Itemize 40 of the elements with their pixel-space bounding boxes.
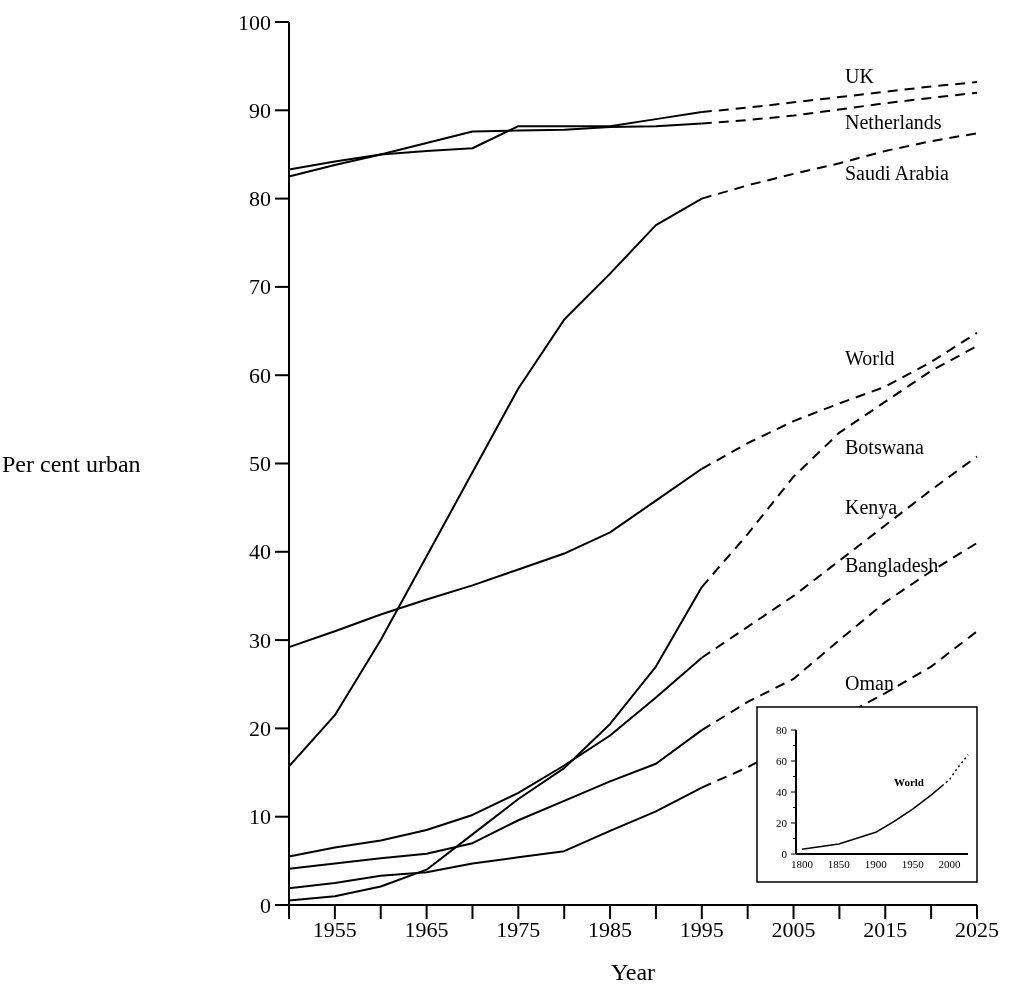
x-tick-label: 1985 [588,917,633,942]
y-tick-label: 80 [776,724,788,736]
y-tick-label: 90 [249,97,271,123]
x-tick-label: 1850 [827,858,851,870]
y-tick-label: 60 [249,362,271,388]
y-tick-label: 10 [249,804,271,830]
y-tick-label: 60 [776,755,788,767]
y-tick-label: 20 [249,715,271,741]
x-tick-label: 1950 [901,858,925,870]
y-tick-label: 0 [781,848,788,860]
series-label: Botswana [845,435,924,458]
x-tick-label: 1900 [864,858,888,870]
y-tick-label: 50 [249,451,271,476]
series-label: UK [845,65,875,88]
x-tick-label: 2015 [863,917,908,942]
y-tick-label: 40 [249,539,271,565]
y-axis-title: Per cent urban [2,450,141,477]
y-tick-label: 20 [776,817,788,829]
series-label: Bangladesh [845,554,939,578]
x-tick-label: 1955 [312,917,357,942]
series-label: Oman [845,671,894,694]
x-tick-label: 1995 [679,917,724,942]
series-label: World [894,776,924,789]
series-label: Kenya [845,496,898,520]
series-label: Netherlands [845,110,942,133]
y-tick-label: 100 [238,9,271,35]
series-label: Saudi Arabia [845,161,949,184]
y-tick-label: 80 [249,186,271,212]
x-tick-label: 2025 [955,917,999,942]
x-axis-title: Year [610,959,656,985]
y-tick-label: 70 [249,274,271,300]
x-tick-label: 2000 [938,858,962,870]
x-tick-label: 2005 [771,917,816,942]
x-tick-label: 1975 [496,917,541,942]
x-tick-label: 1965 [404,917,449,942]
y-tick-label: 40 [776,786,788,798]
x-tick-label: 1800 [790,858,814,870]
y-tick-label: 0 [260,892,271,918]
series-label: World [845,347,895,370]
y-tick-label: 30 [249,627,271,653]
